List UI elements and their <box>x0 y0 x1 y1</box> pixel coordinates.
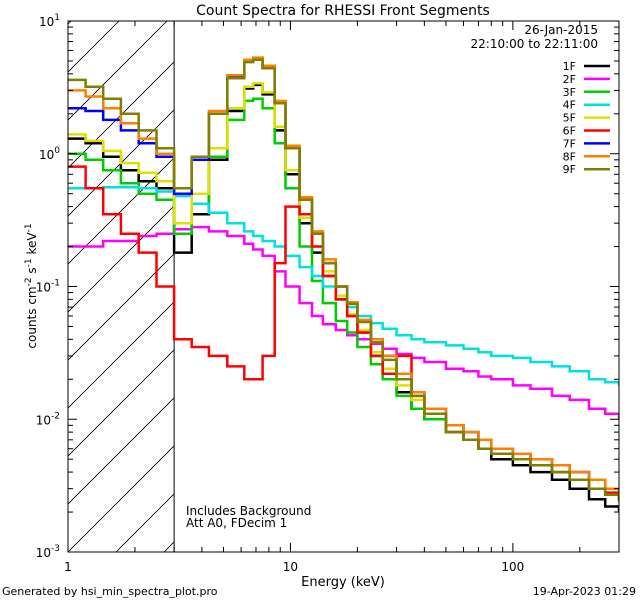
series-line-6F <box>68 165 619 500</box>
legend-label-4F: 4F <box>563 99 576 112</box>
series-line-2F <box>68 225 619 420</box>
x-tick-label: 100 <box>501 560 524 574</box>
series-group <box>68 56 619 512</box>
chart-title: Count Spectra for RHESSI Front Segments <box>196 3 490 19</box>
y-tick-label: 10-3 <box>36 544 60 560</box>
annotation-attenuator: Att A0, FDecim 1 <box>186 516 287 530</box>
legend-label-1F: 1F <box>563 60 576 73</box>
series-line-5F <box>68 81 619 493</box>
hatch-line <box>68 61 175 169</box>
date-label: 26-Jan-2015 <box>524 23 598 37</box>
y-axis-label: counts cm-2 s-1 keV-1 <box>24 223 39 348</box>
y-tick-exponent: 0 <box>54 146 60 156</box>
x-tick-label: 1 <box>64 560 72 574</box>
hatch-line <box>68 205 175 313</box>
y-tick-label: 10-2 <box>36 411 60 427</box>
hatch-line <box>0 21 23 552</box>
y-axis-label-end: keV <box>25 232 39 259</box>
time-range-label: 22:10:00 to 22:11:00 <box>471 37 598 51</box>
x-axis: 1 10 100 <box>64 21 620 574</box>
y-axis-label-sup2: -1 <box>24 258 34 267</box>
y-tick-base: 10 <box>39 148 54 162</box>
legend-label-7F: 7F <box>563 137 576 150</box>
series-line-7F <box>68 57 619 493</box>
y-tick-base: 10 <box>39 15 54 29</box>
x-tick-label: 10 <box>283 560 298 574</box>
y-axis-label-sup3: -1 <box>24 223 34 232</box>
hatch-line <box>356 21 640 552</box>
y-axis-label-sup1: -2 <box>24 277 34 286</box>
hatch-line <box>68 397 175 505</box>
hatch-line <box>68 253 175 361</box>
y-tick-exponent: 1 <box>54 13 60 23</box>
y-tick-exponent: -1 <box>51 279 60 289</box>
x-axis-label: Energy (keV) <box>301 575 385 590</box>
y-axis-label-mid: s <box>25 267 39 277</box>
legend-label-3F: 3F <box>563 86 576 99</box>
series-line-9F <box>68 58 619 502</box>
series-line-8F <box>68 56 619 493</box>
y-tick-exponent: -3 <box>51 544 60 554</box>
hatch-line <box>404 21 640 552</box>
y-tick-label: 10-1 <box>36 279 60 295</box>
footer-generated-by: Generated by hsi_min_spectra_plot.pro <box>2 585 218 598</box>
y-tick-base: 10 <box>36 281 51 295</box>
legend-label-9F: 9F <box>563 163 576 176</box>
y-axis-label-main: counts cm <box>25 286 39 348</box>
y-tick-exponent: -2 <box>51 411 60 421</box>
y-tick-label: 100 <box>39 146 60 162</box>
hatch-line <box>68 445 175 552</box>
legend-label-2F: 2F <box>563 73 576 86</box>
legend-label-8F: 8F <box>563 150 576 163</box>
legend-label-5F: 5F <box>563 112 576 125</box>
legend-label-6F: 6F <box>563 125 576 138</box>
y-tick-base: 10 <box>36 546 51 560</box>
annotation-background: Includes Background <box>186 504 311 518</box>
y-tick-label: 101 <box>39 13 60 29</box>
y-tick-base: 10 <box>36 413 51 427</box>
footer-timestamp: 19-Apr-2023 01:29 <box>533 585 636 598</box>
